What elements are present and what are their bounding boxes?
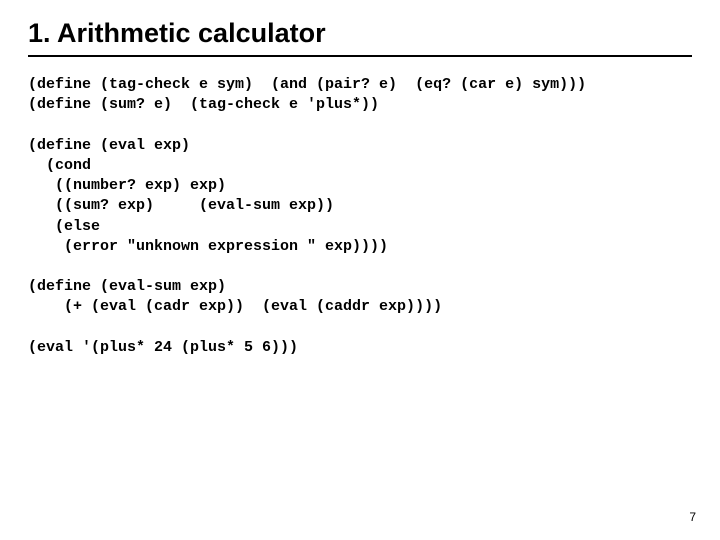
slide: 1. Arithmetic calculator (define (tag-ch… bbox=[0, 0, 720, 540]
title-rule bbox=[28, 55, 692, 57]
code-block-2: (define (eval exp) (cond ((number? exp) … bbox=[28, 136, 692, 258]
code-block-1: (define (tag-check e sym) (and (pair? e)… bbox=[28, 75, 692, 116]
code-block-4: (eval '(plus* 24 (plus* 5 6))) bbox=[28, 338, 692, 358]
code-block-3: (define (eval-sum exp) (+ (eval (cadr ex… bbox=[28, 277, 692, 318]
page-number: 7 bbox=[689, 510, 696, 524]
slide-title: 1. Arithmetic calculator bbox=[28, 18, 692, 49]
